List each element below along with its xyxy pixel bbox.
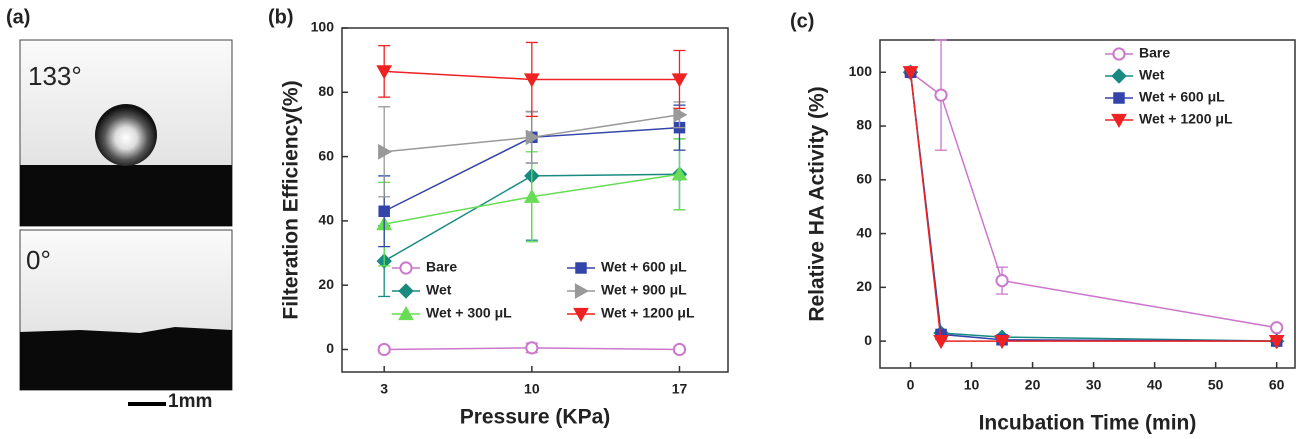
legend-label: Wet: [426, 282, 452, 298]
y-tick-label: 40: [318, 212, 334, 228]
photo-bottom: [19, 229, 233, 391]
plot-frame: [341, 27, 729, 373]
marker: [573, 307, 589, 323]
x-tick-label: 40: [1147, 377, 1163, 393]
x-tick-label: 3: [380, 381, 388, 397]
y-axis-label: Filteration Efficiency(%): [280, 80, 303, 319]
marker: [377, 342, 391, 357]
panel-label: (a): [6, 6, 30, 28]
x-tick-label: 60: [1269, 377, 1285, 393]
x-tick-label: 30: [1086, 377, 1102, 393]
marker: [672, 342, 687, 357]
marker: [398, 305, 414, 321]
y-tick-label: 0: [326, 340, 334, 356]
scale-bar-label: 1mm: [168, 391, 212, 412]
marker: [1270, 321, 1284, 335]
marker: [1111, 68, 1127, 84]
x-tick-label: 10: [524, 381, 540, 397]
legend-label: Bare: [426, 259, 457, 275]
legend-label: Wet + 300 μL: [426, 305, 512, 321]
y-axis-label: Relative HA Activity (%): [806, 86, 829, 321]
plot-frame: [879, 39, 1296, 369]
x-axis-label: Pressure (KPa): [460, 406, 611, 429]
marker: [525, 341, 539, 355]
marker: [673, 106, 688, 123]
legend-label: Bare: [1139, 45, 1170, 61]
marker: [523, 188, 540, 203]
marker: [575, 262, 587, 274]
x-tick-label: 0: [907, 377, 915, 393]
marker: [523, 73, 540, 88]
marker: [994, 335, 1010, 350]
marker: [378, 143, 393, 160]
legend-label: Wet + 1200 μL: [601, 305, 695, 321]
marker: [378, 205, 390, 218]
photo-top: [19, 39, 233, 227]
y-tick-label: 20: [856, 278, 872, 294]
marker: [1113, 92, 1125, 104]
x-axis-label: Incubation Time (min): [979, 412, 1197, 435]
marker: [399, 261, 413, 275]
x-tick-label: 10: [964, 377, 980, 393]
marker: [376, 65, 393, 80]
marker: [995, 274, 1009, 288]
y-tick-label: 60: [856, 171, 872, 187]
series-line: [910, 71, 1277, 329]
marker: [1111, 113, 1127, 129]
y-tick-label: 0: [864, 332, 872, 348]
legend-label: Wet: [1139, 67, 1165, 83]
y-tick-label: 80: [318, 83, 334, 99]
marker: [671, 73, 688, 88]
marker: [671, 166, 688, 181]
panel-label: (b): [268, 6, 294, 28]
y-tick-label: 100: [849, 63, 873, 79]
contact-angle: 0°: [26, 245, 51, 275]
legend-label: Wet + 1200 μL: [1139, 111, 1233, 127]
legend-label: Wet + 900 μL: [601, 282, 687, 298]
marker: [574, 283, 590, 299]
marker: [525, 129, 540, 146]
legend-label: Wet + 600 μL: [1139, 89, 1225, 105]
x-tick-label: 50: [1208, 377, 1224, 393]
marker: [1268, 335, 1285, 350]
marker: [933, 335, 949, 350]
x-tick-label: 20: [1025, 377, 1041, 393]
marker: [1112, 47, 1126, 61]
x-tick-label: 17: [672, 381, 688, 397]
marker: [902, 66, 919, 81]
series-line: [909, 72, 1277, 342]
y-tick-label: 60: [318, 147, 334, 163]
y-tick-label: 100: [311, 19, 335, 35]
y-tick-label: 20: [318, 276, 334, 292]
legend-label: Wet + 600 μL: [601, 259, 687, 275]
panel-label: (c): [790, 10, 814, 32]
marker: [934, 88, 948, 102]
marker: [398, 283, 414, 299]
y-tick-label: 80: [856, 117, 872, 133]
contact-angle: 133°: [28, 61, 82, 91]
y-tick-label: 40: [856, 224, 872, 240]
